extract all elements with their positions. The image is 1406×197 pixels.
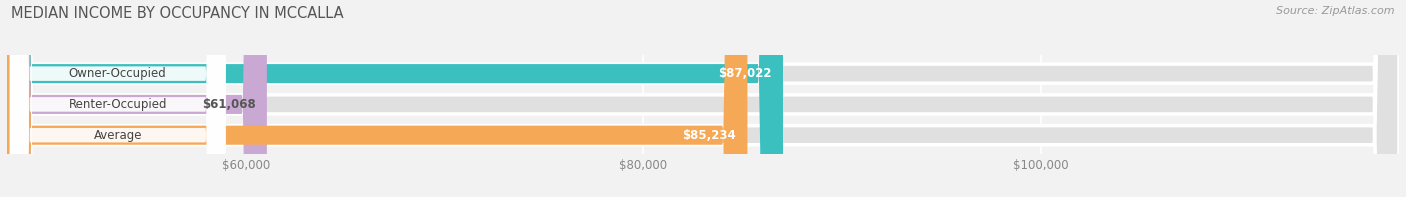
FancyBboxPatch shape [10, 0, 225, 197]
FancyBboxPatch shape [10, 0, 225, 197]
Text: $87,022: $87,022 [718, 67, 772, 80]
FancyBboxPatch shape [7, 0, 748, 197]
FancyBboxPatch shape [7, 0, 1399, 197]
Text: Average: Average [93, 129, 142, 142]
FancyBboxPatch shape [7, 0, 267, 197]
FancyBboxPatch shape [7, 0, 783, 197]
FancyBboxPatch shape [7, 0, 1399, 197]
Text: $61,068: $61,068 [202, 98, 256, 111]
Text: Source: ZipAtlas.com: Source: ZipAtlas.com [1277, 6, 1395, 16]
Text: MEDIAN INCOME BY OCCUPANCY IN MCCALLA: MEDIAN INCOME BY OCCUPANCY IN MCCALLA [11, 6, 344, 21]
FancyBboxPatch shape [7, 0, 1399, 197]
Text: Owner-Occupied: Owner-Occupied [69, 67, 166, 80]
Text: Renter-Occupied: Renter-Occupied [69, 98, 167, 111]
Text: $85,234: $85,234 [682, 129, 737, 142]
FancyBboxPatch shape [10, 0, 225, 197]
